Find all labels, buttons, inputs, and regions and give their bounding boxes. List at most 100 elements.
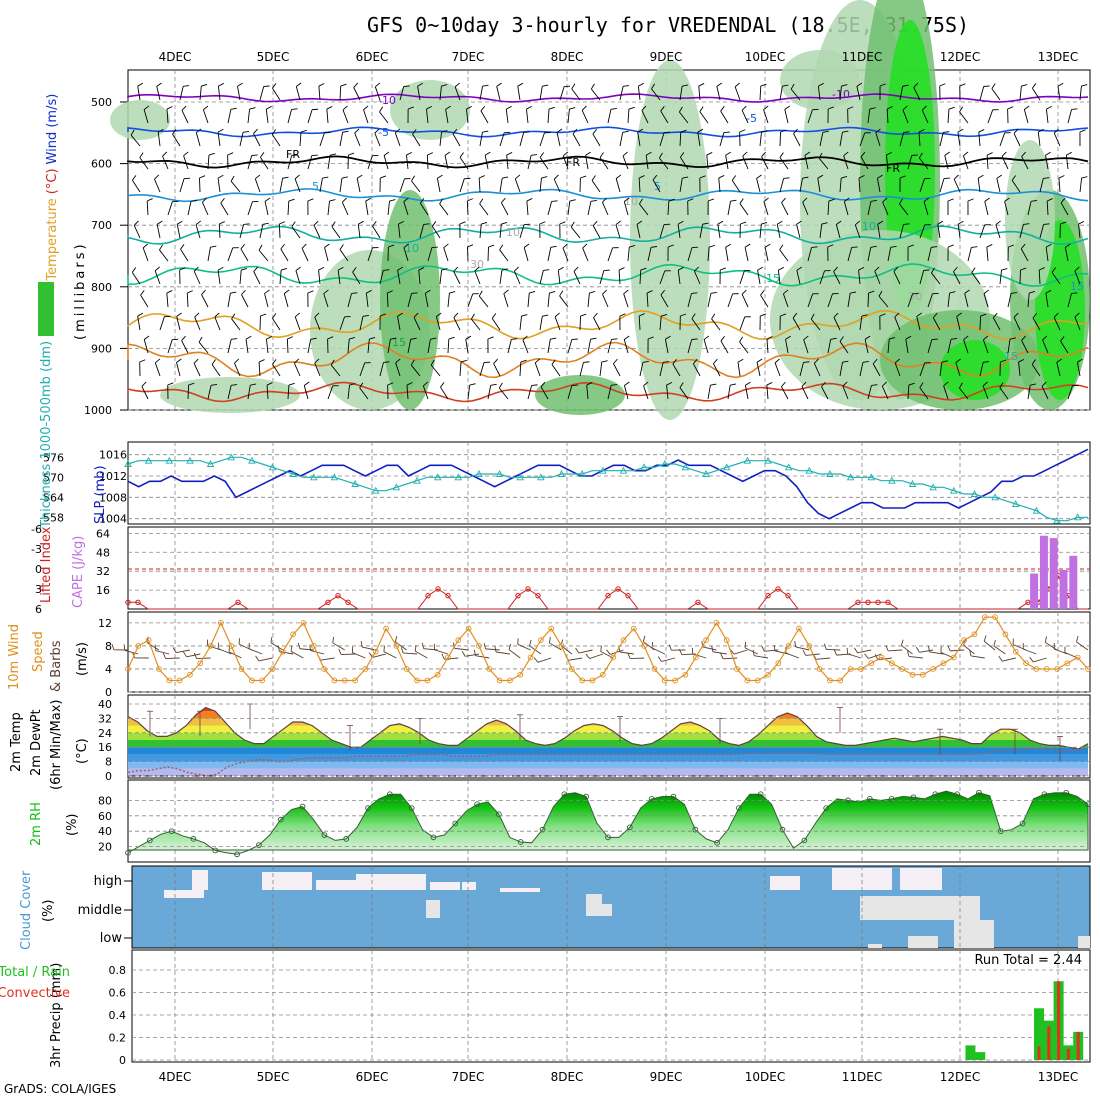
upper-wind-barb bbox=[354, 132, 361, 147]
2m-rh-marker bbox=[517, 839, 524, 845]
10m-wind-barb-flag bbox=[383, 645, 385, 652]
upper-wind-barb bbox=[519, 361, 522, 377]
upper-wind-barb bbox=[430, 364, 441, 377]
upper-wind-barb-flag bbox=[231, 384, 238, 386]
2m-rh-marker bbox=[1085, 801, 1091, 808]
upper-wind-barb-flag bbox=[810, 313, 815, 320]
10m-wind-speed-marker bbox=[187, 671, 193, 678]
upper-wind-barb-flag bbox=[139, 152, 144, 158]
upper-wind-barb-flag bbox=[478, 290, 483, 297]
upper-wind-barb-flag bbox=[879, 313, 886, 317]
upper-wind-barb bbox=[962, 155, 969, 170]
upper-wind-barb-flag bbox=[406, 382, 413, 386]
upper-wind-barb bbox=[1011, 180, 1021, 193]
2m-rh-marker bbox=[168, 828, 175, 835]
wind-frame bbox=[127, 611, 1091, 693]
10m-wind-barb bbox=[754, 655, 769, 659]
upper-wind-barb-flag bbox=[713, 358, 718, 364]
upper-wind-barb bbox=[227, 385, 232, 400]
10m-wind-speed-marker bbox=[1043, 666, 1050, 672]
upper-wind-barb bbox=[403, 201, 409, 216]
10m-wind-barb-flag bbox=[123, 644, 126, 651]
2m-rh-marker bbox=[365, 805, 371, 811]
10m-wind-speed-marker bbox=[610, 654, 617, 661]
upper-wind-barb-flag bbox=[241, 267, 248, 271]
upper-wind-barb-flag bbox=[730, 199, 737, 202]
rh-legend-swatch bbox=[38, 282, 54, 336]
upper-wind-barb-flag bbox=[959, 106, 964, 113]
upper-wind-barb bbox=[796, 270, 801, 285]
upper-wind-barb bbox=[480, 110, 489, 124]
upper-wind-barb bbox=[422, 385, 429, 400]
upper-wind-barb-flag bbox=[877, 174, 883, 179]
upper-wind-barb-flag bbox=[172, 129, 177, 135]
upper-wind-barb-flag bbox=[861, 314, 868, 317]
upper-wind-barb-flag bbox=[411, 175, 415, 182]
upper-wind-barb-flag bbox=[986, 152, 993, 156]
lifted-index-ylabel: Lifted Index bbox=[39, 526, 54, 603]
upper-wind-barb-flag bbox=[658, 152, 663, 159]
upper-wind-barb bbox=[198, 341, 209, 354]
upper-wind-barb bbox=[180, 248, 189, 262]
lifted-index-marker bbox=[865, 599, 871, 606]
lifted-index-marker bbox=[325, 599, 331, 606]
upper-wind-barb-flag bbox=[534, 358, 541, 364]
upper-wind-barb bbox=[207, 385, 212, 400]
upper-wind-barb bbox=[567, 385, 573, 400]
upper-wind-barb-flag bbox=[329, 199, 336, 202]
upper-wind-barb-flag bbox=[549, 291, 556, 294]
upper-wind-barb-flag bbox=[287, 336, 294, 340]
10m-wind-barb bbox=[733, 649, 748, 655]
upper-wind-barb bbox=[619, 132, 624, 147]
upper-wind-barb-flag bbox=[272, 313, 277, 319]
upper-wind-barb-flag bbox=[569, 107, 576, 110]
upper-wind-barb bbox=[957, 132, 961, 147]
upper-wind-barb-flag bbox=[363, 105, 369, 111]
upper-wind-barb-flag bbox=[691, 313, 696, 319]
slp-tick: 1016 bbox=[99, 449, 127, 462]
upper-wind-barb-flag bbox=[199, 175, 206, 179]
upper-wind-barb bbox=[259, 86, 265, 101]
thickness-marker bbox=[268, 463, 277, 471]
10m-wind-speed-marker bbox=[847, 666, 854, 672]
upper-wind-barb bbox=[731, 180, 741, 193]
temp-ylabel-c: (6hr Min/Max) bbox=[49, 700, 64, 790]
upper-wind-barb-flag bbox=[501, 222, 508, 225]
upper-wind-barb-flag bbox=[624, 335, 630, 340]
upper-wind-barb-flag bbox=[318, 83, 325, 87]
date-label-bottom: 9DEC bbox=[650, 1070, 683, 1084]
upper-wind-barb bbox=[447, 293, 450, 308]
upper-wind-barb bbox=[156, 224, 161, 239]
2m-rh-marker bbox=[234, 851, 240, 858]
upper-wind-barb-flag bbox=[739, 336, 744, 343]
date-label-top: 4DEC bbox=[159, 50, 192, 64]
10m-wind-speed-marker bbox=[207, 643, 214, 649]
upper-wind-barb bbox=[330, 364, 341, 377]
upper-wind-barb-flag bbox=[796, 220, 802, 225]
upper-wind-barb bbox=[641, 110, 649, 124]
upper-wind-barb bbox=[1058, 178, 1061, 193]
upper-wind-barb-flag bbox=[958, 382, 963, 389]
upper-wind-barb bbox=[971, 272, 981, 285]
upper-wind-barb-flag bbox=[847, 106, 854, 110]
upper-wind-barb bbox=[792, 317, 801, 331]
10m-wind-barb bbox=[578, 649, 593, 654]
upper-wind-barb bbox=[264, 201, 269, 216]
upper-wind-barb-flag bbox=[957, 128, 964, 133]
upper-wind-barb bbox=[779, 178, 785, 193]
thickness-tick: 564 bbox=[43, 491, 64, 504]
temp-band bbox=[128, 732, 1088, 740]
contour-label: 15 bbox=[1004, 350, 1018, 363]
upper-wind-barb-flag bbox=[745, 381, 751, 386]
10m-wind-speed-marker bbox=[713, 620, 720, 626]
upper-wind-barb bbox=[1045, 293, 1049, 308]
upper-wind-barb bbox=[503, 293, 509, 308]
upper-wind-barb-flag bbox=[166, 106, 173, 110]
upper-wind-barb-flag bbox=[183, 151, 189, 157]
cloud-high-gap bbox=[462, 882, 476, 890]
upper-wind-barb bbox=[619, 86, 624, 101]
upper-wind-barb bbox=[439, 132, 442, 147]
10m-wind-speed-marker bbox=[1012, 648, 1019, 655]
upper-wind-barb bbox=[159, 249, 169, 262]
upper-wind-barb-flag bbox=[818, 152, 823, 159]
